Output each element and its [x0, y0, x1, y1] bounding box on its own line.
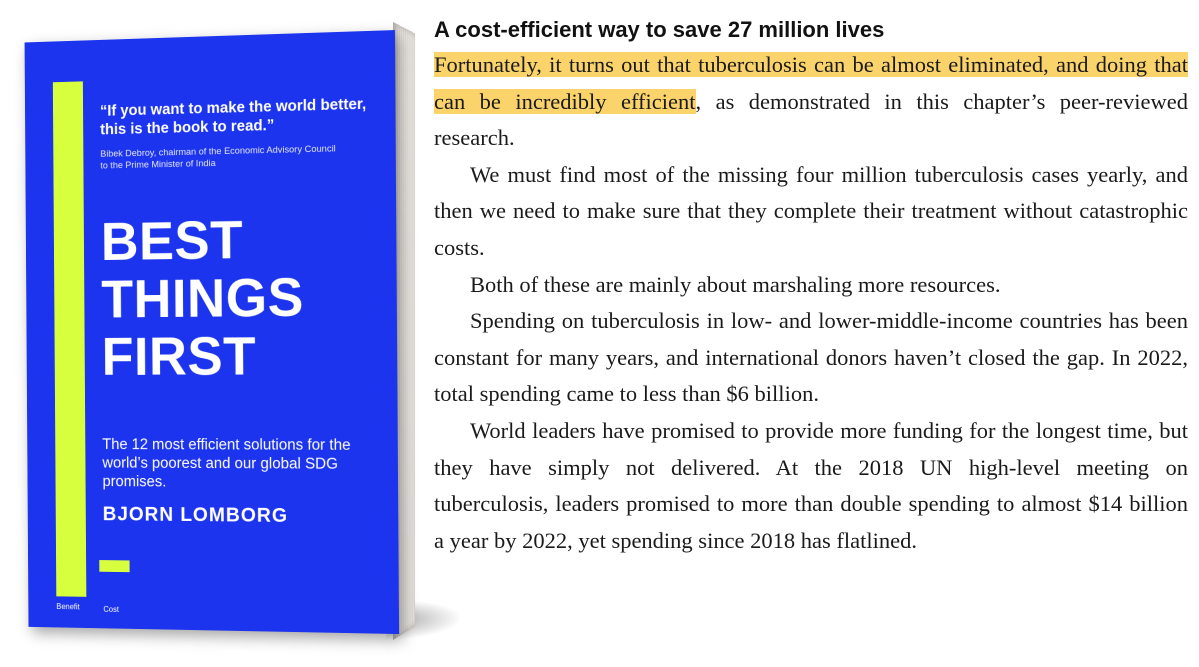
paragraph-4: Spending on tuberculosis in low- and low…: [434, 308, 1188, 407]
cover-quote-attribution: Bibek Debroy, chairman of the Economic A…: [100, 143, 336, 172]
paragraph-3: Both of these are mainly about marshalin…: [470, 271, 1001, 297]
cost-bar: [99, 560, 130, 573]
book-title-line: FIRST: [101, 325, 257, 387]
cost-label: Cost: [103, 604, 119, 614]
excerpt-heading: A cost-efficient way to save 27 million …: [434, 17, 885, 42]
book-subtitle: The 12 most efficient solutions for the …: [102, 436, 351, 491]
benefit-label: Benefit: [56, 602, 80, 612]
book-title-line: THINGS: [101, 266, 305, 330]
cover-quote: “If you want to make the world better, t…: [99, 95, 367, 139]
paragraph-1: Fortunately, it turns out that tuberculo…: [434, 47, 1188, 157]
book-cover: Benefit Cost “If you want to make the wo…: [24, 30, 400, 635]
book-author: BJORN LOMBORG: [102, 503, 289, 527]
excerpt-page: A cost-efficient way to save 27 million …: [434, 16, 1188, 559]
paragraph-5: World leaders have promised to provide m…: [434, 417, 1188, 553]
book-title: BEST THINGS FIRST: [100, 208, 383, 387]
paragraph-2: We must find most of the missing four mi…: [434, 161, 1188, 260]
benefit-bar: [52, 81, 87, 597]
paragraph-1-rest: , as demonstrated in this chapter’s peer…: [434, 88, 1188, 151]
book-title-line: BEST: [100, 208, 244, 272]
book-image: Benefit Cost “If you want to make the wo…: [0, 0, 470, 667]
